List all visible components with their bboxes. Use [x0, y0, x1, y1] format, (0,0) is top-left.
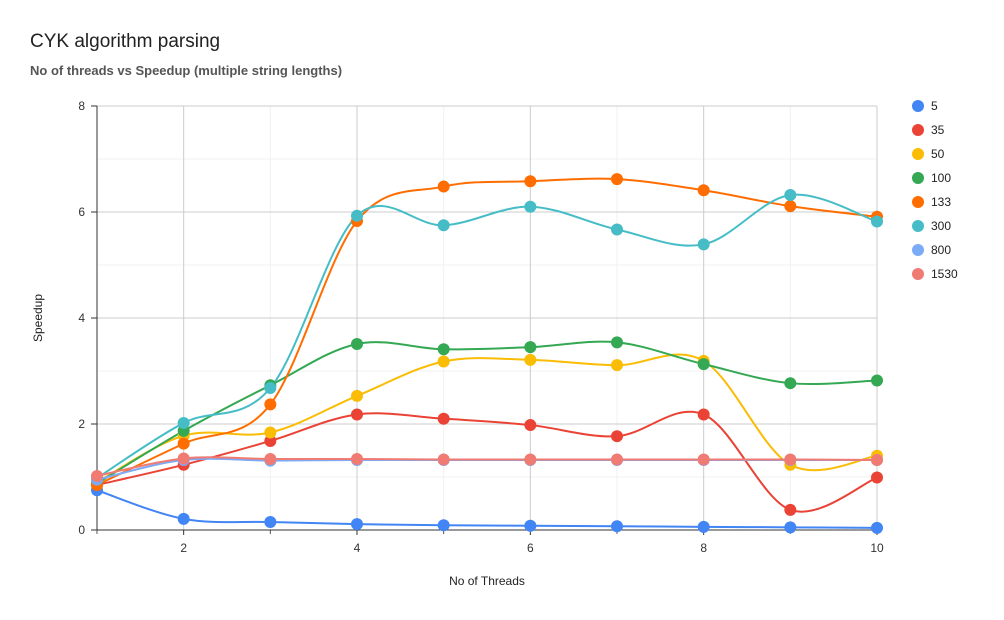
data-point-5[interactable] — [611, 520, 623, 533]
chart-subtitle: No of threads vs Speedup (multiple strin… — [30, 63, 343, 78]
data-point-5[interactable] — [871, 521, 883, 534]
axes: 0 2 4 6 8 2 4 6 8 10 No of Threads Speedup — [31, 99, 884, 588]
data-point-1530[interactable] — [91, 469, 103, 482]
data-point-100[interactable] — [871, 374, 883, 387]
series-group — [91, 173, 883, 534]
y-tick-label: 6 — [78, 205, 85, 219]
legend-marker-100 — [912, 172, 924, 184]
data-point-300[interactable] — [437, 219, 450, 232]
x-tick-label: 4 — [354, 541, 361, 555]
data-point-5[interactable] — [351, 518, 363, 531]
legend-label-133: 133 — [931, 195, 951, 209]
data-point-300[interactable] — [177, 416, 190, 429]
data-point-133[interactable] — [264, 398, 277, 411]
data-point-100[interactable] — [784, 377, 797, 390]
data-point-1530[interactable] — [177, 452, 190, 465]
data-point-1530[interactable] — [524, 453, 537, 466]
x-tick-label: 2 — [180, 541, 187, 555]
legend-label-1530: 1530 — [931, 267, 958, 281]
y-tick-label: 8 — [78, 99, 85, 113]
data-point-1530[interactable] — [697, 453, 710, 466]
data-point-5[interactable] — [697, 520, 710, 533]
data-point-133[interactable] — [524, 175, 537, 188]
data-point-100[interactable] — [697, 358, 710, 371]
data-point-100[interactable] — [351, 337, 363, 350]
legend-marker-50 — [912, 148, 924, 160]
legend-marker-1530 — [912, 268, 924, 280]
data-point-5[interactable] — [177, 512, 190, 525]
data-point-133[interactable] — [784, 200, 797, 213]
data-point-50[interactable] — [524, 353, 537, 366]
data-point-35[interactable] — [351, 408, 363, 421]
series-line-5 — [96, 489, 878, 529]
legend-marker-5 — [912, 100, 924, 112]
data-point-300[interactable] — [264, 381, 277, 394]
data-point-100[interactable] — [437, 343, 450, 356]
data-point-133[interactable] — [437, 180, 450, 193]
legend-marker-133 — [912, 196, 924, 208]
series-line-100 — [96, 340, 878, 485]
y-tick-label: 0 — [78, 523, 85, 537]
data-point-35[interactable] — [784, 503, 797, 516]
data-point-50[interactable] — [351, 389, 363, 402]
data-point-5[interactable] — [784, 521, 797, 534]
series-line-300 — [96, 193, 878, 479]
series-line-133 — [96, 177, 878, 486]
data-point-50[interactable] — [264, 426, 277, 439]
legend-label-100: 100 — [931, 171, 951, 185]
data-point-50[interactable] — [437, 355, 450, 368]
legend-marker-800 — [912, 244, 924, 256]
x-axis-title: No of Threads — [449, 574, 525, 588]
series-line-50 — [96, 353, 878, 484]
grid — [96, 105, 878, 530]
legend-label-5: 5 — [931, 99, 938, 113]
data-point-133[interactable] — [611, 173, 623, 186]
data-point-300[interactable] — [524, 200, 537, 213]
chart-title: CYK algorithm parsing — [30, 31, 221, 52]
y-tick-label: 4 — [78, 311, 85, 325]
data-point-300[interactable] — [871, 215, 883, 228]
y-axis-title: Speedup — [31, 294, 45, 342]
data-point-35[interactable] — [697, 408, 710, 421]
x-tick-label: 8 — [700, 541, 707, 555]
legend-label-800: 800 — [931, 243, 951, 257]
data-point-35[interactable] — [611, 430, 623, 443]
legend-label-300: 300 — [931, 219, 951, 233]
data-point-100[interactable] — [524, 341, 537, 354]
data-point-1530[interactable] — [437, 453, 450, 466]
legend-label-35: 35 — [931, 123, 945, 137]
series-line-1530 — [96, 456, 878, 477]
y-tick-label: 2 — [78, 417, 85, 431]
data-point-5[interactable] — [264, 516, 277, 529]
data-point-133[interactable] — [697, 184, 710, 197]
data-point-1530[interactable] — [784, 453, 797, 466]
series-line-35 — [96, 410, 878, 513]
data-point-1530[interactable] — [871, 454, 883, 467]
legend-marker-35 — [912, 124, 924, 136]
data-point-50[interactable] — [611, 359, 623, 372]
data-point-300[interactable] — [351, 209, 363, 222]
legend-label-50: 50 — [931, 147, 945, 161]
data-point-133[interactable] — [177, 437, 190, 450]
data-point-300[interactable] — [611, 223, 623, 236]
data-point-1530[interactable] — [611, 453, 623, 466]
data-point-1530[interactable] — [264, 452, 277, 465]
data-point-1530[interactable] — [351, 452, 363, 465]
data-point-100[interactable] — [611, 336, 623, 349]
data-point-5[interactable] — [437, 519, 450, 532]
legend-marker-300 — [912, 220, 924, 232]
x-tick-label: 6 — [527, 541, 534, 555]
data-point-300[interactable] — [697, 238, 710, 251]
data-point-35[interactable] — [524, 419, 537, 432]
legend: 5 35 50 100 133 300 800 1530 — [912, 99, 958, 281]
x-tick-label: 10 — [870, 541, 884, 555]
data-point-5[interactable] — [524, 519, 537, 532]
data-point-35[interactable] — [871, 471, 883, 484]
data-point-35[interactable] — [437, 412, 450, 425]
data-point-35[interactable] — [264, 434, 277, 447]
data-point-300[interactable] — [784, 189, 797, 202]
